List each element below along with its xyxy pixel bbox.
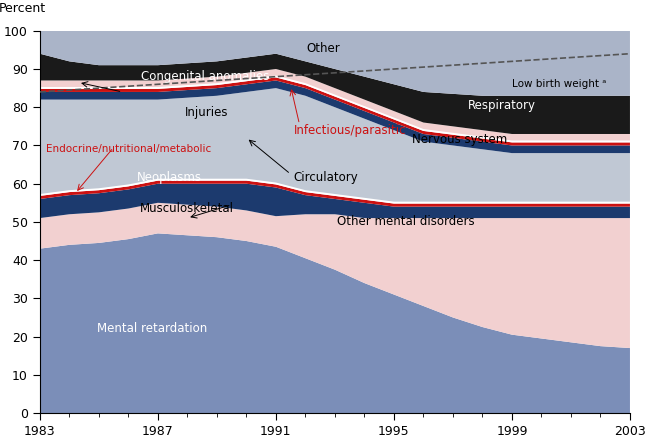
Text: Other mental disorders: Other mental disorders (337, 215, 474, 229)
Text: Infectious/parasitic: Infectious/parasitic (294, 124, 406, 137)
Text: Respiratory: Respiratory (468, 99, 536, 112)
Text: Endocrine/nutritional/metabolic: Endocrine/nutritional/metabolic (46, 144, 211, 154)
Text: Congenital anomalies: Congenital anomalies (141, 70, 269, 83)
Text: Low birth weight ᵃ: Low birth weight ᵃ (512, 79, 606, 89)
Text: Percent: Percent (0, 3, 46, 15)
Text: Neoplasms: Neoplasms (137, 171, 202, 184)
Text: Injuries: Injuries (185, 107, 228, 119)
Text: Musculoskeletal: Musculoskeletal (140, 202, 234, 215)
Text: Other: Other (306, 42, 340, 55)
Text: Nervous system: Nervous system (411, 133, 507, 146)
Text: Circulatory: Circulatory (294, 171, 358, 184)
Text: Mental retardation: Mental retardation (97, 322, 207, 335)
